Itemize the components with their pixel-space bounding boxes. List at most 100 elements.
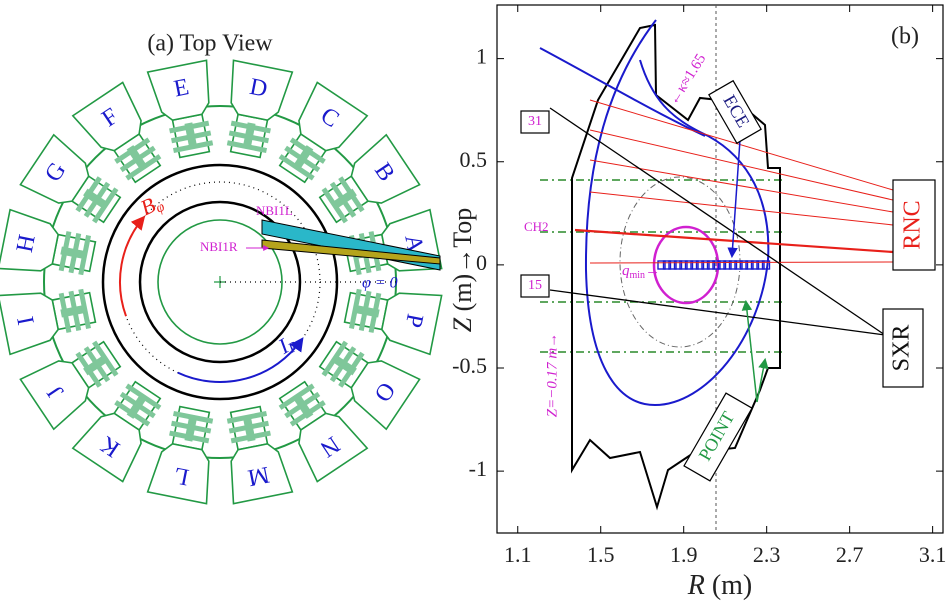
x-tick-label: 3.1 xyxy=(919,542,947,567)
port xyxy=(19,340,122,431)
coil-bar xyxy=(292,145,314,172)
qmin-tail: → xyxy=(645,263,660,279)
qmin-main: q xyxy=(622,263,630,279)
port-flange xyxy=(71,412,142,483)
center-stack xyxy=(157,219,283,345)
kappa-label: ←κ≈1.65 xyxy=(666,51,710,108)
port-flange xyxy=(0,208,60,272)
vessel-wall xyxy=(571,23,781,511)
ece-channel xyxy=(684,260,694,270)
chord-15-label: 15 xyxy=(528,278,542,293)
x-tick-label: 1.5 xyxy=(587,542,615,567)
port-label: L xyxy=(172,462,191,490)
panel-label: (b) xyxy=(891,24,919,50)
coil-bar xyxy=(330,354,357,376)
ece-channel xyxy=(739,260,749,270)
port-flange xyxy=(19,360,90,431)
x-tick-label: 1.9 xyxy=(670,542,698,567)
ece-channel xyxy=(756,260,765,270)
port xyxy=(19,133,122,224)
ch2-label: CH2 xyxy=(524,219,549,234)
port-label: P xyxy=(400,311,428,329)
x-tick-label: 1.1 xyxy=(504,542,532,567)
point-arrow xyxy=(741,299,758,403)
port xyxy=(278,81,369,184)
point-arrow xyxy=(756,357,769,403)
port-flange xyxy=(146,59,210,122)
ece-channel xyxy=(734,260,743,270)
coil-bar xyxy=(60,246,88,260)
ece-channel xyxy=(690,260,699,270)
port xyxy=(343,288,443,356)
sxr-chord xyxy=(549,289,886,336)
y-tick-label: -1 xyxy=(469,456,487,481)
phi-zero-label: φ = 0 xyxy=(362,275,398,292)
x-tick-label: 2.7 xyxy=(836,542,864,567)
ece-box xyxy=(708,79,762,145)
y-tick-label: 1 xyxy=(476,44,487,69)
nbi-left-label: NBI1L xyxy=(256,203,293,218)
x-axis-unit: (m) xyxy=(705,570,752,601)
coil-bar xyxy=(292,392,314,419)
b-phi-label: Bφ xyxy=(136,189,167,223)
sxr-chord xyxy=(549,107,886,336)
port xyxy=(71,81,162,184)
coil-bar xyxy=(126,392,148,419)
ece-channel xyxy=(673,260,683,270)
y-tick-label: 0 xyxy=(476,250,487,275)
ece-channel xyxy=(657,260,666,270)
rnc: RNC xyxy=(892,179,936,271)
rnc-label: RNC xyxy=(900,200,926,249)
port xyxy=(0,208,97,276)
coil-bar xyxy=(126,145,148,172)
chord-15: 15 xyxy=(520,274,550,298)
nbi-right-label: NBI1R xyxy=(200,239,238,254)
port xyxy=(318,133,421,224)
port-flange xyxy=(146,442,210,505)
ece-channel xyxy=(668,260,677,270)
ece-channel xyxy=(695,260,705,270)
port xyxy=(71,380,162,483)
port xyxy=(278,380,369,483)
port-flange xyxy=(380,292,443,356)
x-axis-var: R xyxy=(687,570,705,601)
b-phi-arrow xyxy=(119,215,146,317)
ece-channel xyxy=(717,260,727,270)
ece-channel xyxy=(728,260,738,270)
port-flange xyxy=(230,59,294,122)
port xyxy=(146,405,214,505)
point: POINT xyxy=(683,392,753,482)
port-flange xyxy=(298,412,369,483)
chord-15-box xyxy=(520,274,550,298)
y-tick-label: 0.5 xyxy=(460,147,488,172)
vessel-outer xyxy=(101,163,339,401)
rnc-chord xyxy=(589,129,894,201)
port-flange xyxy=(71,81,142,152)
y-axis-label: Z (m)→Top xyxy=(448,208,477,333)
chord-31-box xyxy=(520,110,550,134)
sxr-label: SXR xyxy=(889,325,915,372)
rnc-chord xyxy=(589,191,894,226)
z-line-label: Z=−0.17 m→ xyxy=(544,333,560,417)
port-flange xyxy=(298,81,369,152)
rnc-chord xyxy=(589,261,894,264)
port-label: D xyxy=(247,74,269,103)
coil-bar xyxy=(352,304,380,318)
coil-bar xyxy=(83,354,110,376)
ece-channel xyxy=(745,260,754,270)
ece-arrow xyxy=(727,139,741,259)
port-flange xyxy=(230,442,294,505)
x-tick-label: 2.3 xyxy=(753,542,781,567)
coil-bar xyxy=(60,304,88,318)
port xyxy=(0,288,97,356)
coil-bar xyxy=(184,122,198,150)
qmin-sub: min xyxy=(630,270,646,281)
ece-channel xyxy=(750,260,760,270)
port-flange xyxy=(350,360,421,431)
plot-frame xyxy=(496,4,944,534)
x-axis-label: R (m) xyxy=(687,570,753,601)
sxr: SXR xyxy=(882,308,924,388)
port-label: E xyxy=(172,74,191,102)
coil-bar xyxy=(242,122,256,150)
